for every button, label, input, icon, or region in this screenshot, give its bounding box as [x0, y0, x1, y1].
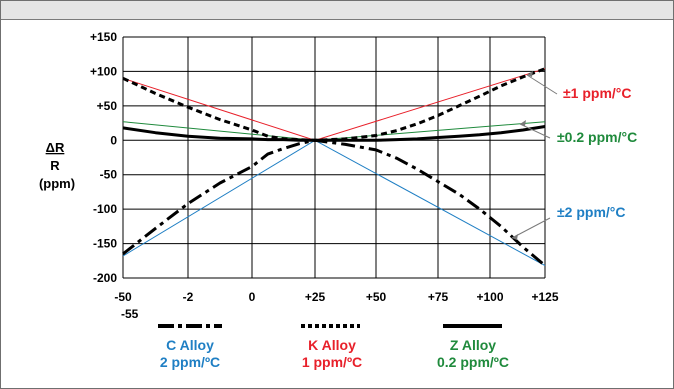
series-line — [122, 138, 546, 267]
envelope-label: ±0.2 ppm/°C — [557, 129, 637, 145]
legend-name-k-alloy: K Alloy — [308, 337, 356, 353]
x-tick-label: +125 — [531, 290, 558, 304]
x-tick-label: 0 — [249, 290, 256, 304]
annotation-arrowhead — [527, 71, 533, 77]
x-tick-labels: -50 -2 0 +25 +50 +75 +100 +125 — [114, 290, 559, 304]
y-axis-label-unit: (ppm) — [39, 176, 75, 191]
legend-item-z-alloy: Z Alloy 0.2 ppm/ºC — [437, 324, 509, 370]
series-line — [122, 67, 546, 142]
series-curves — [122, 67, 546, 267]
y-tick-label: +150 — [90, 30, 117, 44]
y-axis-label-numerator: ΔR — [46, 140, 65, 155]
x-tick-label: +50 — [366, 290, 387, 304]
y-tick-label: -150 — [93, 237, 117, 251]
x-tick-label: +25 — [305, 290, 326, 304]
x-tick-label: -50 — [114, 290, 132, 304]
annotation-arrowhead — [520, 120, 526, 126]
envelope-line — [122, 139, 546, 267]
y-tick-label: -100 — [93, 202, 117, 216]
header-bar — [1, 1, 673, 20]
y-tick-label: -50 — [100, 168, 118, 182]
x-secondary-label: -55 — [121, 307, 139, 321]
annotation-leader — [526, 74, 558, 95]
y-tick-label: +100 — [90, 64, 117, 78]
legend-item-k-alloy: K Alloy 1 ppm/ºC — [301, 324, 362, 370]
legend-name-z-alloy: Z Alloy — [450, 337, 496, 353]
y-tick-label: 0 — [110, 133, 117, 147]
y-axis-label: ΔR R (ppm) — [39, 140, 75, 191]
y-tick-labels: +150 +100 +50 0 -50 -100 -150 -200 — [90, 30, 117, 285]
legend: C Alloy 2 ppm/ºC K Alloy 1 ppm/ºC Z Allo… — [158, 324, 509, 370]
envelope-lines — [122, 68, 546, 267]
x-tick-label: +75 — [428, 290, 449, 304]
annotation-leader — [511, 217, 551, 239]
legend-coef-k-alloy: 1 ppm/ºC — [302, 354, 362, 370]
y-axis-label-denominator: R — [50, 158, 60, 173]
legend-item-c-alloy: C Alloy 2 ppm/ºC — [158, 324, 222, 370]
x-tick-label: -2 — [183, 290, 194, 304]
annotation-arrowhead — [512, 234, 518, 240]
envelope-annotations: ±1 ppm/°C ±0.2 ppm/°C ±2 ppm/°C — [511, 71, 637, 240]
grid — [122, 36, 546, 279]
legend-coef-z-alloy: 0.2 ppm/ºC — [437, 354, 509, 370]
series-line — [122, 125, 546, 142]
envelope-label: ±1 ppm/°C — [563, 85, 632, 101]
annotation-leader — [519, 123, 551, 139]
y-tick-label: -200 — [93, 271, 117, 285]
legend-name-c-alloy: C Alloy — [166, 337, 214, 353]
y-tick-label: +50 — [97, 99, 118, 113]
envelope-label: ±2 ppm/°C — [557, 204, 626, 220]
envelope-line — [122, 68, 546, 141]
legend-coef-c-alloy: 2 ppm/ºC — [160, 354, 220, 370]
x-tick-label: +100 — [476, 290, 503, 304]
